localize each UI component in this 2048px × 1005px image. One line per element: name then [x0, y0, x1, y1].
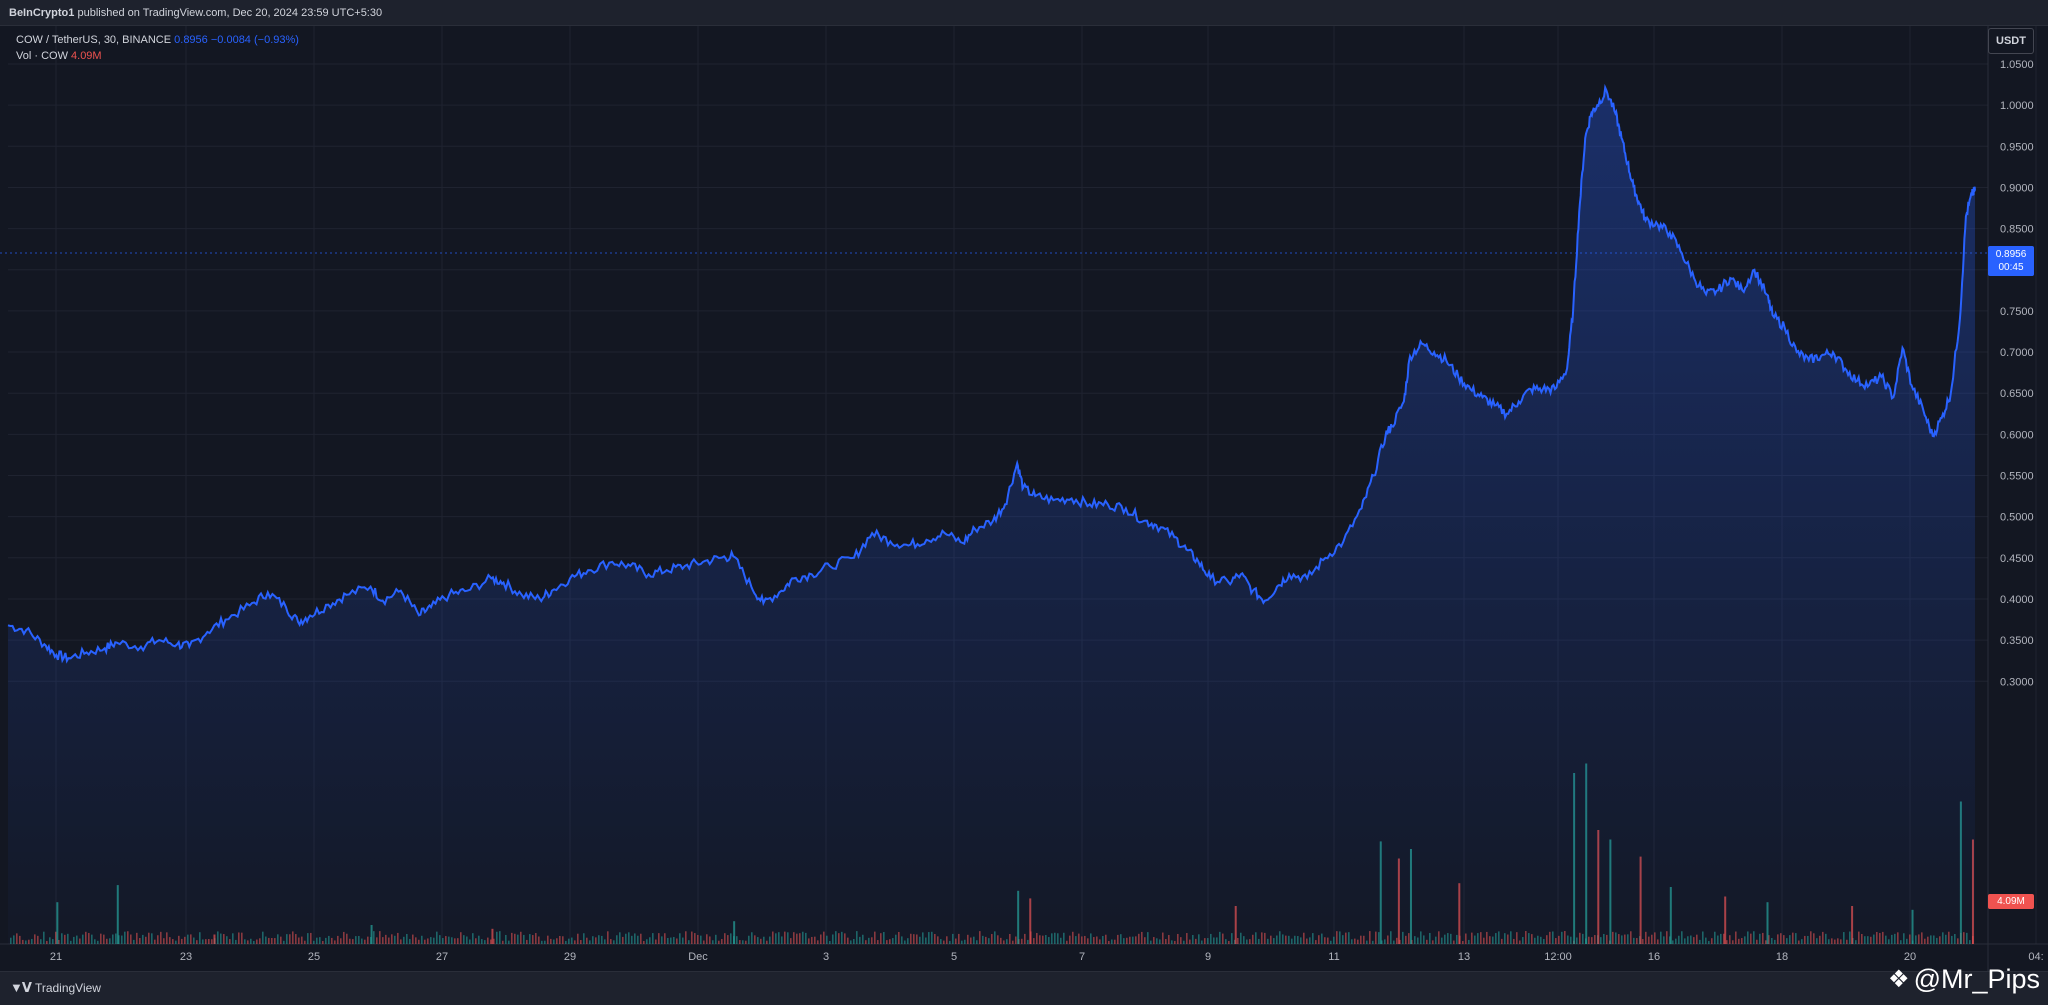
symbol-name: COW / TetherUS, 30, BINANCE — [16, 34, 172, 46]
last-price: 0.8956 — [174, 34, 208, 46]
y-tick-label: 1.0500 — [2000, 59, 2034, 71]
y-tick-label: 0.6500 — [2000, 388, 2034, 400]
y-tick-label: 0.3000 — [2000, 676, 2034, 688]
volume-legend-row: Vol · COW 4.09M — [16, 48, 299, 64]
price-line — [7, 83, 1976, 664]
x-tick-label: 13 — [1458, 951, 1470, 963]
currency-button[interactable]: USDT — [1988, 28, 2034, 54]
y-tick-label: 0.4000 — [2000, 594, 2034, 606]
x-tick-label: 3 — [823, 951, 829, 963]
x-tick-label: 23 — [180, 951, 192, 963]
symbol-legend-row: COW / TetherUS, 30, BINANCE 0.8956 −0.00… — [16, 32, 299, 48]
x-tick-label: 29 — [564, 951, 576, 963]
publish-header: BeInCrypto1 published on TradingView.com… — [0, 0, 2048, 26]
x-tick-label: 18 — [1776, 951, 1788, 963]
time-axis[interactable]: 21 23 25 27 29 Dec 3 5 7 9 11 13 12:00 16 18 20 04: — [50, 951, 2044, 963]
x-tick-label: 5 — [951, 951, 957, 963]
binance-logo-icon: ❖ — [1888, 966, 1910, 993]
author-watermark: ❖ @Mr_Pips — [1888, 964, 2040, 995]
y-tick-label: 0.9500 — [2000, 141, 2034, 153]
x-tick-label: 21 — [50, 951, 62, 963]
last-price-tag: 0.8956 00:45 — [1988, 246, 2034, 276]
y-tick-label: 0.5000 — [2000, 512, 2034, 524]
y-tick-label: 0.7000 — [2000, 347, 2034, 359]
volume-label: Vol · COW — [16, 50, 68, 62]
y-tick-label: 0.7500 — [2000, 306, 2034, 318]
x-tick-label: 11 — [1328, 951, 1339, 963]
y-tick-label: 0.4500 — [2000, 553, 2034, 565]
x-tick-label: 25 — [308, 951, 320, 963]
x-tick-label: 12:00 — [1544, 951, 1572, 963]
volume-tag: 4.09M — [1988, 894, 2034, 909]
y-tick-label: 0.6000 — [2000, 429, 2034, 441]
x-tick-label: 20 — [1904, 951, 1916, 963]
price-tag-value: 0.8956 — [1995, 249, 2027, 260]
x-tick-label: 7 — [1079, 951, 1085, 963]
x-tick-label: Dec — [688, 951, 708, 963]
price-change: −0.0084 (−0.93%) — [210, 34, 299, 46]
y-tick-label: 0.5500 — [2000, 471, 2034, 483]
publisher-name: BeInCrypto1 — [9, 7, 75, 19]
price-area-fill — [8, 87, 1975, 945]
y-tick-label: 0.3500 — [2000, 635, 2034, 647]
x-tick-label: 9 — [1205, 951, 1211, 963]
x-tick-label: 16 — [1648, 951, 1660, 963]
price-axis[interactable]: 1.05001.00000.95000.90000.85000.80000.75… — [2000, 59, 2034, 688]
x-tick-label: 04: — [2028, 951, 2043, 963]
y-tick-label: 0.8500 — [2000, 224, 2034, 236]
publish-info: published on TradingView.com, Dec 20, 20… — [77, 7, 383, 19]
watermark-text: @Mr_Pips — [1913, 964, 2040, 994]
tradingview-logo[interactable]: ▼Ⅴ TradingView — [10, 980, 101, 996]
footer-bar: ▼Ⅴ TradingView — [0, 971, 2048, 1005]
chart-legend: COW / TetherUS, 30, BINANCE 0.8956 −0.00… — [16, 32, 299, 64]
volume-value: 4.09M — [71, 50, 102, 62]
tradingview-logo-icon: ▼Ⅴ — [10, 980, 32, 995]
price-chart[interactable]: 1.05001.00000.95000.90000.85000.80000.75… — [0, 26, 2048, 971]
x-tick-label: 27 — [436, 951, 448, 963]
tradingview-brand: TradingView — [34, 981, 101, 995]
y-tick-label: 0.9000 — [2000, 182, 2034, 194]
price-tag-countdown: 00:45 — [1998, 262, 2024, 273]
y-tick-label: 1.0000 — [2000, 100, 2034, 112]
